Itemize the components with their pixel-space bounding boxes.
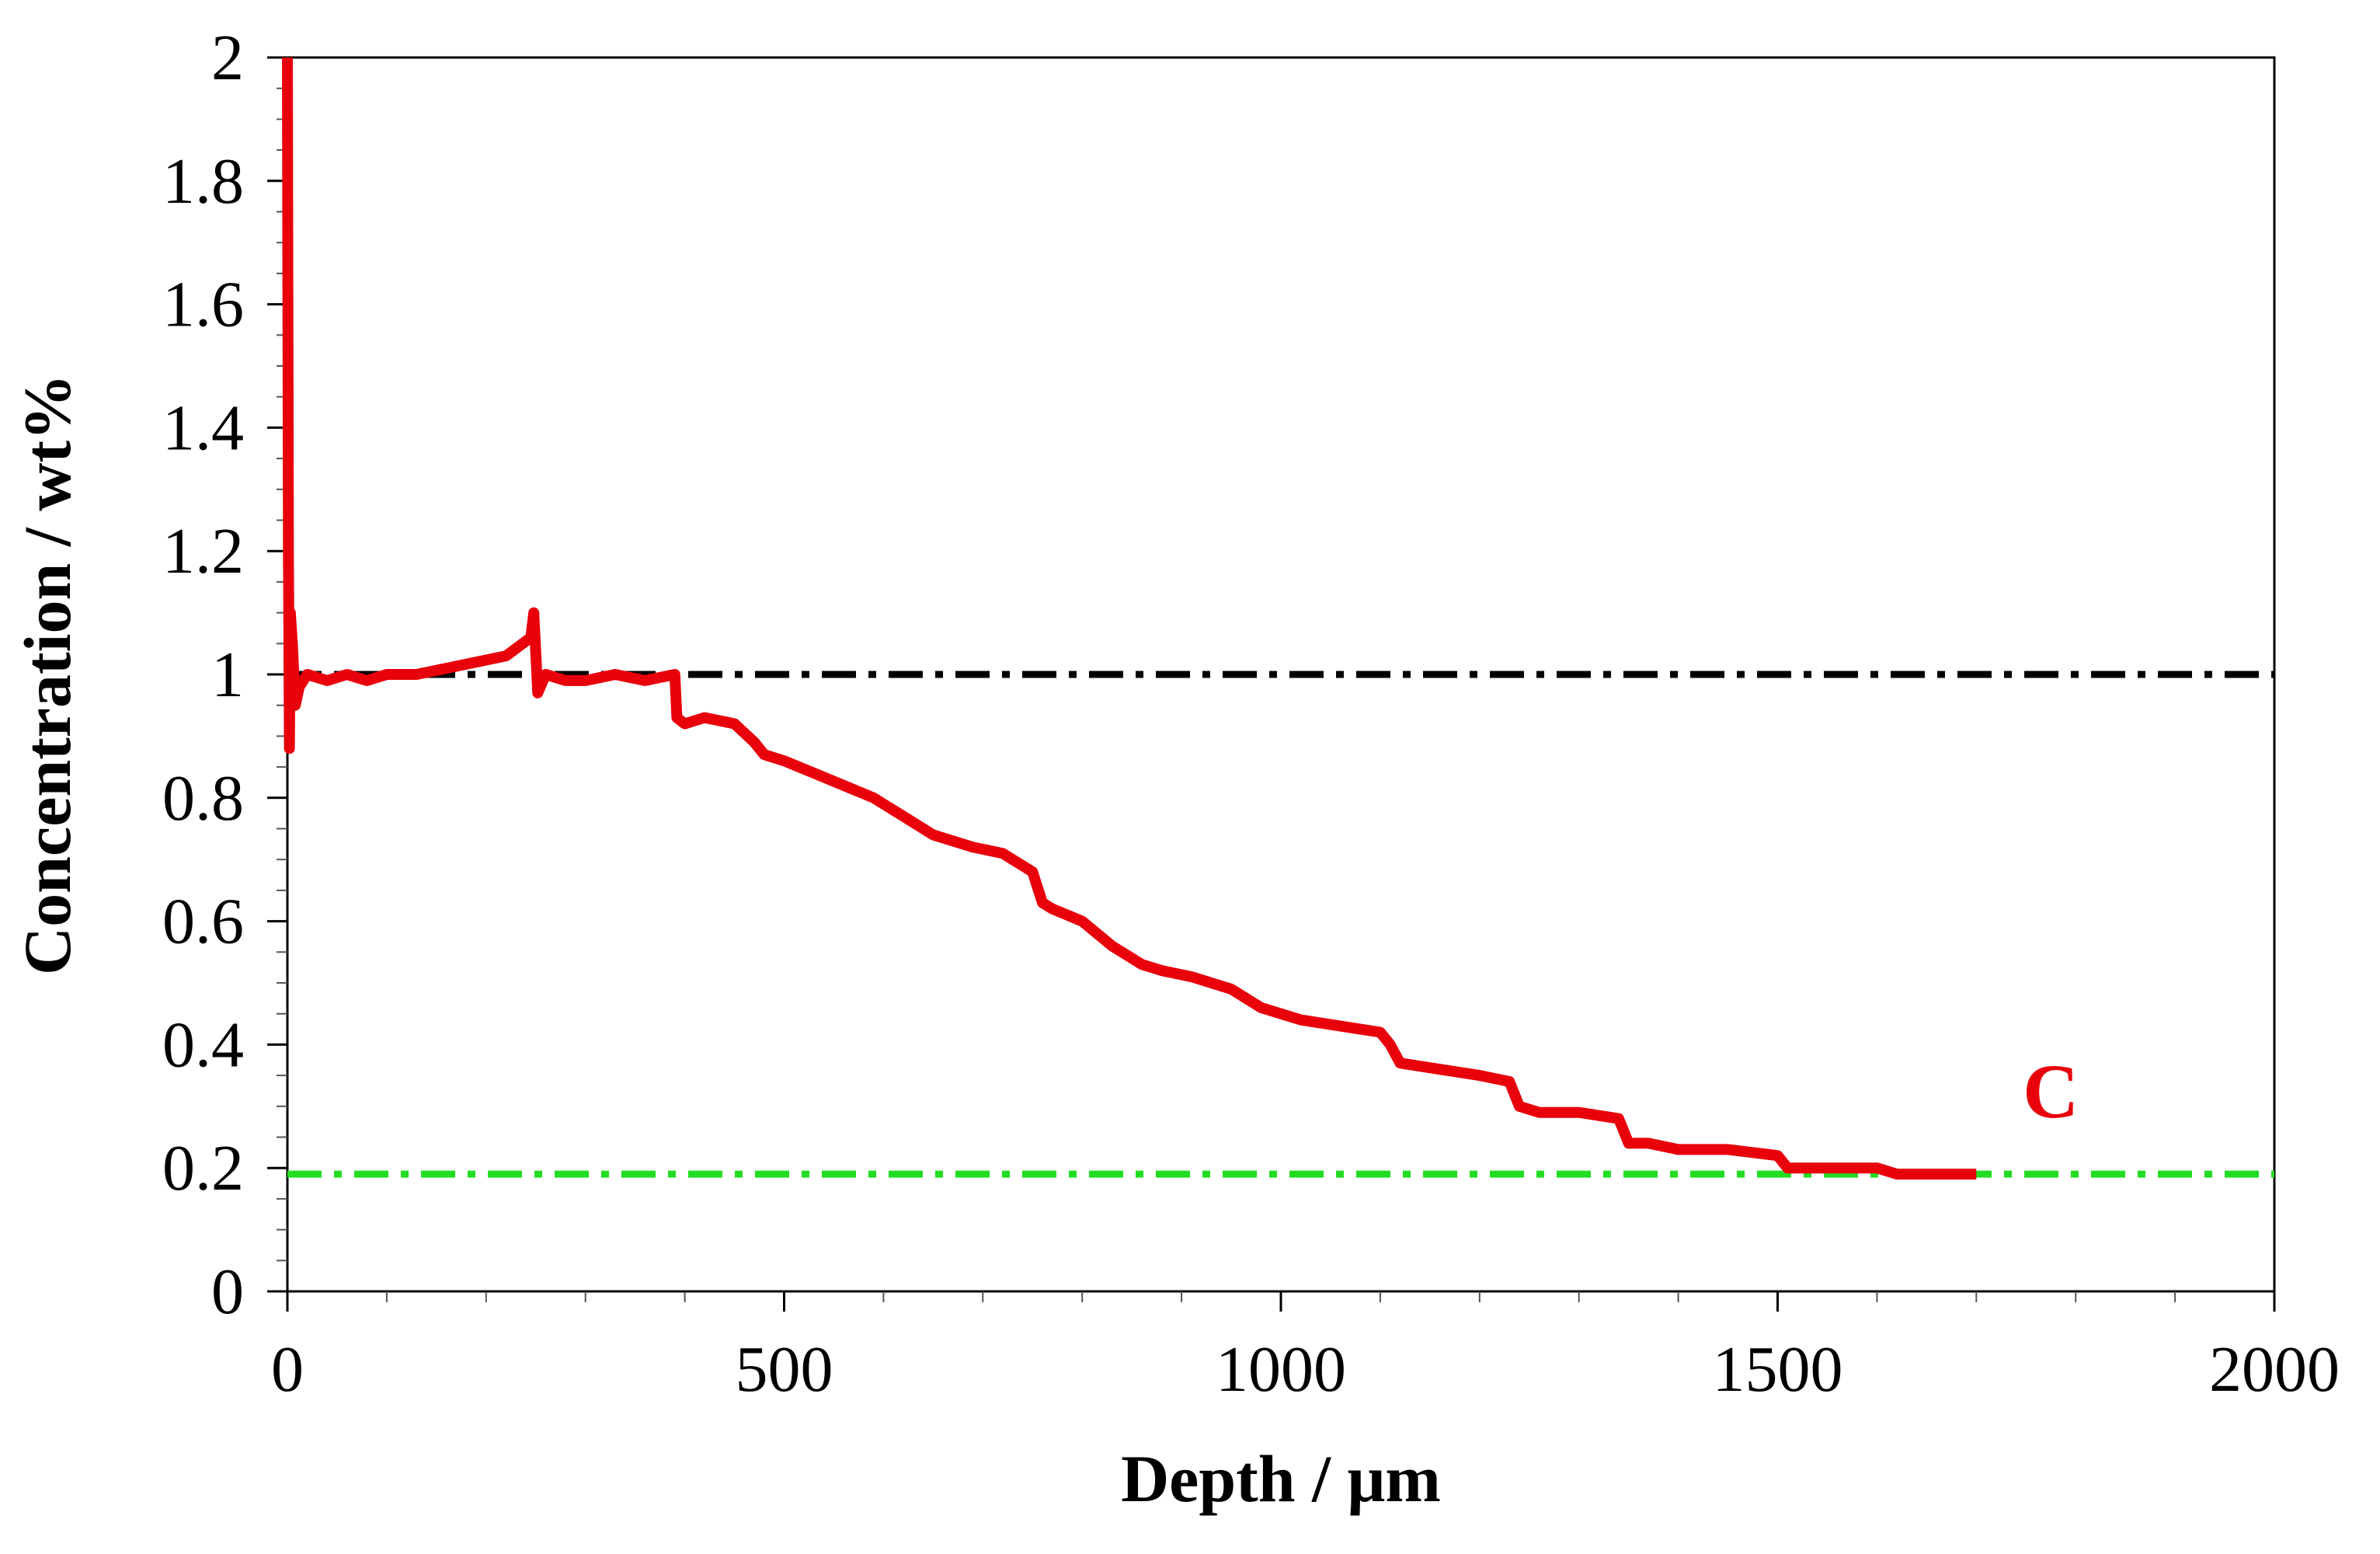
series-layer <box>282 57 2274 1180</box>
x-tick-label: 1000 <box>1216 1333 1346 1406</box>
x-tick-label: 1500 <box>1713 1333 1843 1406</box>
y-tick-label: 0.8 <box>162 762 244 834</box>
y-tick-label: 1.2 <box>162 515 244 587</box>
y-tick-label: 0.6 <box>162 886 244 958</box>
y-tick-label: 1 <box>211 639 244 711</box>
plot-area: 0 500 1000 1500 2000 0 0.2 0.4 0.6 0.8 1 1.2 1.4 1.6… <box>162 22 2340 1406</box>
series-label-c: C <box>2023 1048 2079 1134</box>
series-line-c <box>282 57 1977 1180</box>
y-tick-label: 0.4 <box>162 1009 244 1081</box>
y-tick-label: 2 <box>211 22 244 94</box>
y-tick-label: 0 <box>211 1256 244 1328</box>
y-axis-title: Concentration / wt% <box>10 374 85 975</box>
y-tick-label: 0.2 <box>162 1132 244 1204</box>
y-tick-label: 1.8 <box>162 145 244 218</box>
x-tick-label: 2000 <box>2209 1333 2340 1406</box>
y-tick-label: 1.6 <box>162 269 244 341</box>
x-tick-label: 500 <box>736 1333 833 1406</box>
y-axis-ticks: 0 0.2 0.4 0.6 0.8 1 1.2 1.4 1.6 1.8 2 <box>162 22 287 1328</box>
x-axis-ticks: 0 500 1000 1500 2000 <box>271 1291 2340 1406</box>
y-tick-label: 1.4 <box>162 392 244 464</box>
x-tick-label: 0 <box>271 1333 304 1406</box>
x-axis-title: Depth / μm <box>1121 1441 1441 1516</box>
